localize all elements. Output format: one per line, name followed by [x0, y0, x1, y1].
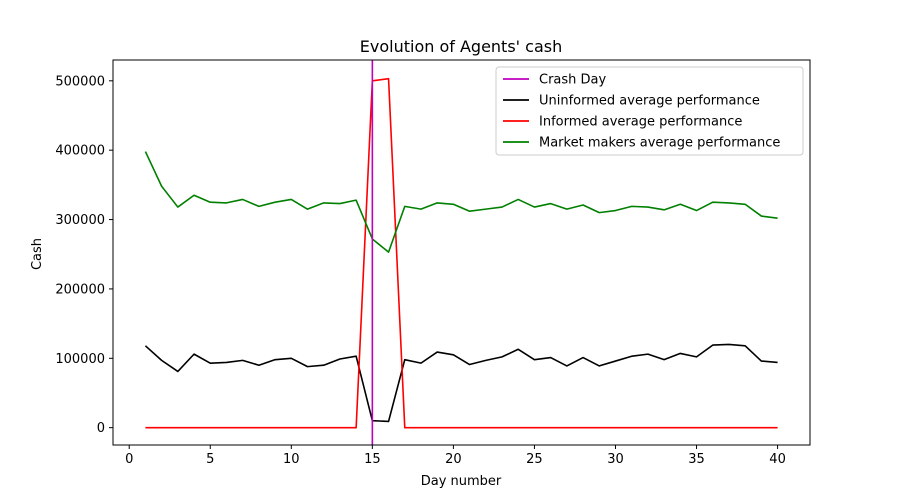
x-axis-label: Day number [421, 474, 502, 489]
y-tick-label: 100000 [55, 352, 105, 367]
axes: 0 5 10 15 20 25 30 35 40 0 100000 200000 300000 40000… [55, 59, 811, 467]
x-tick-label: 30 [607, 452, 624, 467]
x-tick-label: 0 [125, 452, 133, 467]
legend: Crash Day Uninformed average performance I… [495, 66, 804, 156]
x-tick-label: 40 [769, 452, 786, 467]
y-tick-label: 400000 [55, 144, 105, 159]
plot-area [144, 60, 778, 445]
series-line-1 [145, 77, 778, 429]
x-tick-label: 10 [283, 452, 300, 467]
y-axis-label: Cash [30, 238, 45, 270]
x-tick-label: 20 [445, 452, 462, 467]
y-tick-label: 500000 [55, 74, 105, 89]
series-line-0 [144, 343, 778, 423]
x-tick-label: 5 [206, 452, 214, 467]
y-tick-label: 0 [97, 421, 105, 436]
chart-title: Evolution of Agents' cash [360, 37, 562, 56]
x-tick-label: 35 [688, 452, 705, 467]
y-tick-label: 200000 [55, 282, 105, 297]
legend-label: Uninformed average performance [539, 94, 760, 109]
axes-frame [112, 59, 811, 446]
legend-box [495, 66, 804, 156]
legend-label: Market makers average performance [539, 136, 780, 151]
x-tick-label: 25 [526, 452, 543, 467]
legend-label: Informed average performance [539, 115, 742, 130]
y-tick-label: 300000 [55, 213, 105, 228]
x-tick-label: 15 [364, 452, 381, 467]
series-line-2 [144, 151, 778, 253]
legend-label: Crash Day [539, 73, 607, 88]
